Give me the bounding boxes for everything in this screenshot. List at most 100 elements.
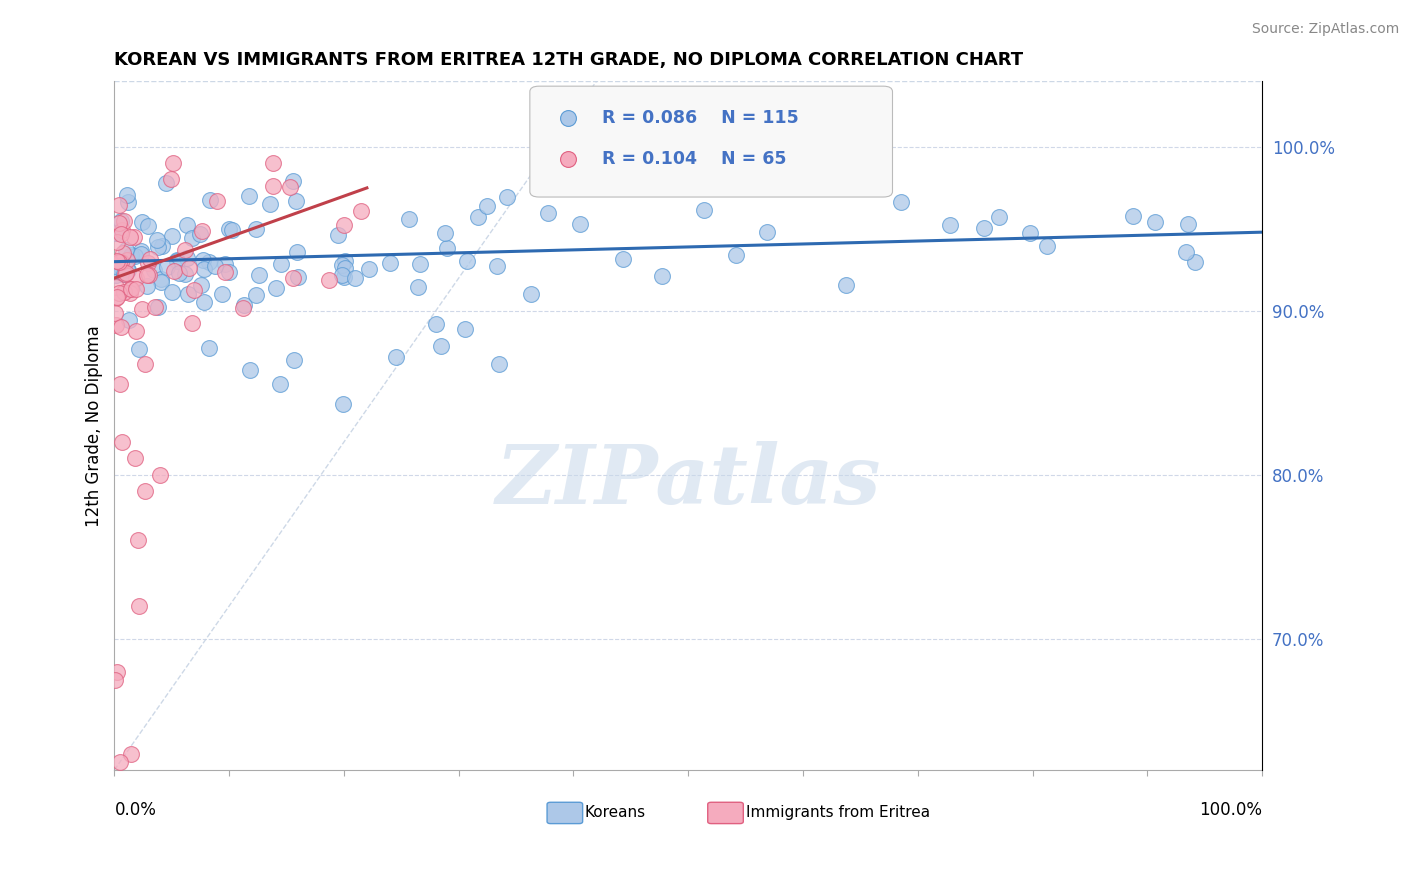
- Point: [120, 285, 142, 300]
- Point: [191, 223, 214, 237]
- Point: [174, 267, 197, 281]
- Point: [162, 285, 184, 299]
- Point: [269, 377, 291, 392]
- Point: [191, 252, 214, 267]
- Point: [486, 260, 509, 274]
- Point: [1184, 254, 1206, 268]
- Point: [149, 275, 172, 289]
- Point: [176, 251, 198, 265]
- Point: [134, 484, 156, 499]
- Point: [239, 362, 262, 376]
- Point: [134, 358, 156, 372]
- Point: [281, 174, 304, 188]
- Point: [214, 265, 236, 279]
- Point: [110, 214, 132, 228]
- Point: [108, 216, 131, 230]
- Text: 0.0%: 0.0%: [114, 801, 156, 819]
- Point: [117, 195, 139, 210]
- Point: [125, 324, 148, 338]
- Point: [112, 285, 135, 299]
- Point: [120, 250, 142, 264]
- Point: [181, 231, 204, 245]
- Point: [115, 262, 138, 277]
- Point: [359, 261, 381, 276]
- FancyBboxPatch shape: [707, 802, 744, 823]
- Point: [105, 290, 128, 304]
- Point: [283, 353, 305, 368]
- Point: [988, 210, 1011, 224]
- Point: [136, 256, 159, 270]
- Point: [143, 263, 166, 277]
- FancyBboxPatch shape: [547, 802, 582, 823]
- Point: [335, 260, 357, 275]
- Point: [120, 248, 142, 262]
- Point: [433, 226, 456, 240]
- Point: [1035, 239, 1057, 253]
- Point: [160, 171, 183, 186]
- Point: [120, 747, 142, 761]
- Point: [259, 197, 281, 211]
- Point: [247, 268, 270, 283]
- Point: [131, 301, 153, 316]
- Point: [724, 248, 747, 262]
- Point: [115, 266, 138, 280]
- Point: [122, 230, 145, 244]
- Point: [104, 268, 127, 282]
- Point: [136, 219, 159, 234]
- Point: [281, 271, 304, 285]
- Point: [124, 249, 146, 263]
- Point: [190, 278, 212, 293]
- Point: [1175, 244, 1198, 259]
- Point: [160, 229, 183, 244]
- Point: [105, 235, 128, 249]
- Point: [129, 247, 152, 261]
- Point: [150, 272, 173, 286]
- Text: 100.0%: 100.0%: [1199, 801, 1263, 819]
- Point: [166, 254, 188, 268]
- Text: R = 0.086    N = 115: R = 0.086 N = 115: [602, 109, 799, 127]
- Point: [118, 312, 141, 326]
- Point: [330, 268, 353, 282]
- Point: [145, 233, 167, 247]
- Point: [890, 194, 912, 209]
- Point: [163, 264, 186, 278]
- Point: [488, 357, 510, 371]
- Point: [105, 254, 128, 268]
- Point: [939, 218, 962, 232]
- Point: [111, 435, 134, 450]
- Point: [108, 376, 131, 391]
- Point: [1144, 214, 1167, 228]
- Point: [1177, 218, 1199, 232]
- Point: [557, 227, 579, 241]
- Point: [557, 325, 579, 339]
- Point: [270, 257, 292, 271]
- Point: [110, 255, 132, 269]
- Point: [112, 267, 135, 281]
- Point: [245, 222, 267, 236]
- Point: [318, 273, 340, 287]
- Point: [193, 294, 215, 309]
- Y-axis label: 12th Grade, No Diploma: 12th Grade, No Diploma: [86, 325, 103, 526]
- Point: [146, 240, 169, 254]
- Point: [651, 269, 673, 284]
- Point: [211, 286, 233, 301]
- FancyBboxPatch shape: [530, 87, 893, 197]
- Point: [262, 156, 284, 170]
- Point: [105, 226, 128, 240]
- Point: [104, 318, 127, 332]
- Point: [149, 467, 172, 482]
- Point: [105, 227, 128, 241]
- Point: [111, 223, 134, 237]
- Point: [245, 287, 267, 301]
- Point: [287, 270, 309, 285]
- Point: [107, 254, 129, 268]
- Point: [328, 227, 350, 242]
- Point: [198, 193, 221, 207]
- Point: [409, 257, 432, 271]
- Point: [378, 256, 401, 270]
- Point: [333, 269, 356, 284]
- Point: [108, 198, 131, 212]
- Point: [612, 252, 634, 266]
- Point: [755, 225, 778, 239]
- Point: [183, 284, 205, 298]
